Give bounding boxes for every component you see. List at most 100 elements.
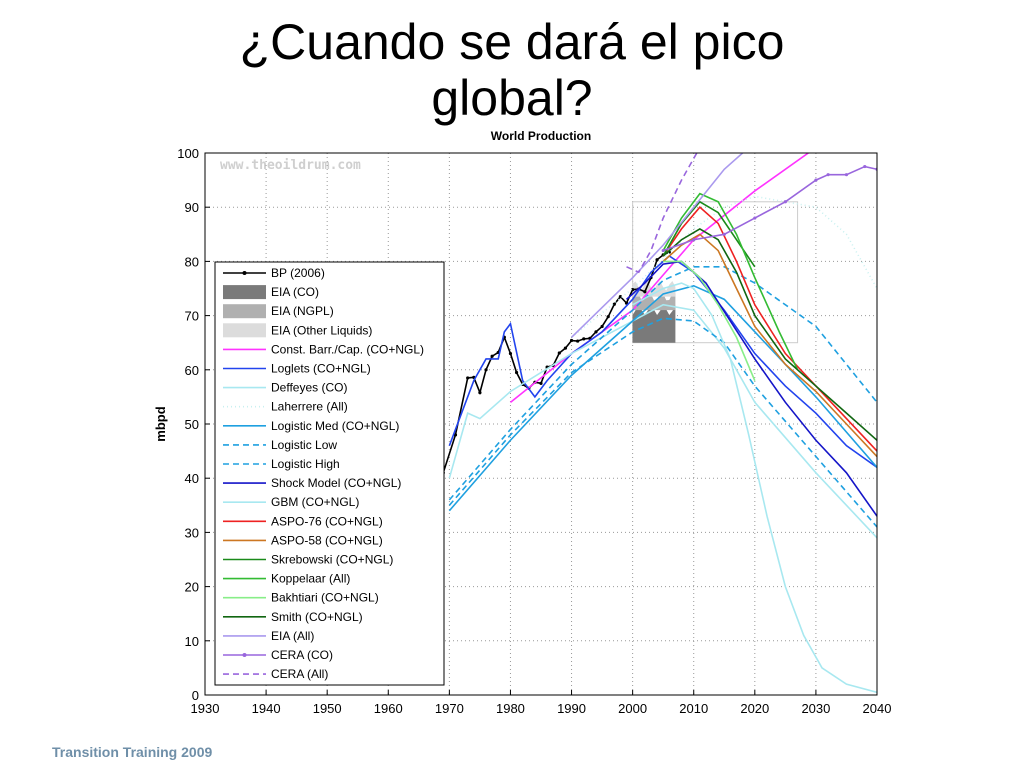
series-point-bp-2006 (563, 346, 568, 350)
series-line-logistic-low (448, 317, 877, 528)
series-point-bp-2006 (453, 433, 458, 437)
series-line-loglets-co-ngl (448, 254, 877, 469)
legend-label-eia-ngpl: EIA (NGPL) (271, 304, 334, 318)
series-lines (417, 153, 877, 694)
series-line-bakhtiari-co-ngl (663, 260, 756, 381)
x-tick-label: 1960 (374, 701, 403, 716)
legend-label-const-barr-cap-co-ngl: Const. Barr./Cap. (CO+NGL) (271, 342, 424, 356)
series-line-gbm-co-ngl (632, 282, 877, 694)
series-line-logistic-high (448, 266, 877, 501)
series-point-bp-2006 (539, 381, 543, 385)
legend-marker-cera-co (242, 653, 247, 657)
series-line-deffeyes-co (448, 303, 877, 539)
legend-label-smith-co-ngl: Smith (CO+NGL) (271, 610, 363, 624)
world-production-chart: World Production www.theoildrum.com 1930… (153, 129, 891, 716)
series-line-eia-all (570, 153, 744, 338)
slide-title: ¿Cuando se dará el pico global? (0, 14, 1024, 126)
legend-label-logistic-low: Logistic Low (271, 438, 337, 452)
x-tick-label: 1950 (313, 701, 342, 716)
area-eia-co- (632, 305, 676, 343)
y-tick-label: 20 (185, 580, 199, 595)
y-axis-label: mbpd (153, 406, 168, 441)
series-point-cera-co (722, 232, 726, 236)
y-tick-label: 0 (192, 688, 199, 703)
footer-text: Transition Training 2009 (52, 744, 213, 760)
x-tick-label: 2000 (618, 701, 647, 716)
series-point-cera-co (753, 216, 757, 220)
series-point-bp-2006 (576, 339, 580, 343)
x-tick-label: 2010 (679, 701, 708, 716)
series-line-cera-all (626, 153, 698, 274)
x-tick-label: 1990 (557, 701, 586, 716)
series-point-bp-2006 (478, 390, 482, 395)
series-line-const-barr-cap-co-ngl (509, 153, 810, 403)
legend-label-eia-co: EIA (CO) (271, 285, 319, 299)
legend-swatch-eia-ngpl (223, 304, 266, 319)
series-line-smith-co-ngl (662, 227, 877, 441)
series-point-bp-2006 (631, 287, 635, 292)
y-tick-label: 10 (185, 634, 199, 649)
legend-label-logistic-med-co-ngl: Logistic Med (CO+NGL) (271, 419, 399, 433)
series-point-cera-co (814, 178, 818, 182)
y-tick-label: 90 (185, 200, 199, 215)
series-point-bp-2006 (557, 351, 561, 355)
watermark: www.theoildrum.com (220, 158, 361, 173)
legend-label-laherrere-all: Laherrere (All) (271, 400, 348, 414)
series-point-cera-co (783, 200, 787, 204)
series-point-bp-2006 (490, 354, 494, 358)
legend-label-cera-co: CERA (CO) (271, 648, 333, 662)
series-point-bp-2006 (569, 338, 574, 343)
y-tick-label: 50 (185, 417, 199, 432)
series-point-cera-co (844, 173, 849, 177)
legend-label-cera-all: CERA (All) (271, 667, 328, 681)
zoom-box (632, 201, 799, 344)
legend-label-bp-2006: BP (2006) (271, 266, 325, 280)
slide-title-line2: global? (431, 70, 593, 126)
legend-marker-bp-2006 (242, 271, 247, 275)
series-point-bp-2006 (655, 258, 659, 262)
series-point-bp-2006 (594, 330, 598, 334)
legend-swatch-eia-co (223, 285, 266, 300)
series-point-bp-2006 (582, 337, 586, 341)
x-tick-label: 2030 (801, 701, 830, 716)
x-tick-label: 1980 (496, 701, 525, 716)
series-line-aspo-58-co-ngl (662, 233, 877, 458)
series-point-cera-co (826, 173, 830, 177)
legend-label-deffeyes-co: Deffeyes (CO) (271, 381, 347, 395)
series-point-bp-2006 (606, 315, 610, 319)
axis-ticks: 1930 1940 1950 1960 1970 1980 1990 2000 2010 2020… (177, 146, 891, 716)
legend-label-gbm-co-ngl: GBM (CO+NGL) (271, 495, 359, 509)
x-tick-label: 2040 (863, 701, 892, 716)
series-point-bp-2006 (618, 295, 623, 299)
series-point-bp-2006 (514, 370, 519, 375)
series-point-bp-2006 (466, 376, 470, 380)
legend-label-logistic-high: Logistic High (271, 457, 340, 471)
legend-label-loglets-co-ngl: Loglets (CO+NGL) (271, 362, 371, 376)
series-line-shock-model-co-ngl (625, 260, 877, 517)
legend-label-skrebowski-co-ngl: Skrebowski (CO+NGL) (271, 553, 393, 567)
series-point-cera-co (692, 238, 696, 242)
x-tick-label: 1970 (435, 701, 464, 716)
legend-swatch-eia-other-liquids (223, 323, 266, 338)
series-line-cera-co (662, 165, 877, 252)
legend-label-bakhtiari-co-ngl: Bakhtiari (CO+NGL) (271, 591, 379, 605)
series-point-cera-co (863, 164, 867, 169)
plot-title: World Production (491, 129, 591, 143)
y-tick-label: 100 (177, 146, 199, 161)
y-tick-label: 30 (185, 525, 199, 540)
x-tick-label: 1940 (252, 701, 281, 716)
slide-title-line1: ¿Cuando se dará el pico (239, 14, 785, 70)
legend-label-eia-other-liquids: EIA (Other Liquids) (271, 323, 372, 337)
series-line-skrebowski-co-ngl (662, 200, 756, 268)
x-tick-label: 1930 (191, 701, 220, 716)
x-tick-label: 2020 (740, 701, 769, 716)
series-point-bp-2006 (600, 324, 604, 329)
series-line-laherrere-all (571, 195, 877, 338)
series-line-bp-2006 (418, 251, 670, 524)
series-point-bp-2006 (643, 290, 647, 294)
legend-label-aspo-76-co-ngl: ASPO-76 (CO+NGL) (271, 514, 383, 528)
series-line-koppelaar-all (662, 192, 799, 371)
series-line-aspo-76-co-ngl (662, 206, 877, 452)
series-point-cera-co (661, 248, 665, 253)
y-tick-label: 80 (185, 254, 199, 269)
